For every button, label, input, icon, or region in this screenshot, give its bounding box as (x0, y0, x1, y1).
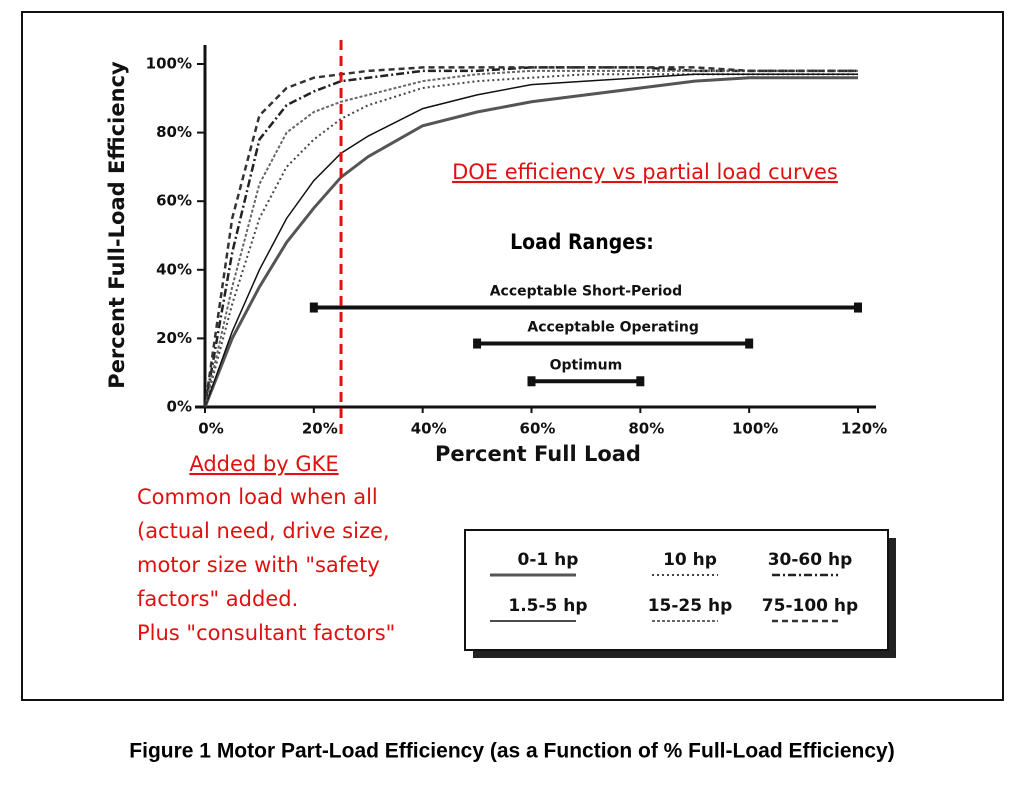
series-line (203, 66, 858, 408)
y-tick-label: 100% (146, 55, 192, 73)
y-tick-label: 80% (156, 123, 192, 141)
load-range-label: Acceptable Operating (527, 320, 699, 336)
marker-note: factors" added. (137, 587, 298, 611)
legend-label: 15-25 hp (648, 596, 733, 616)
legend-label: 0-1 hp (518, 550, 579, 570)
marker-note: (actual need, drive size, (137, 519, 390, 543)
x-tick-label: 120% (841, 420, 887, 438)
legend-label: 30-60 hp (768, 550, 853, 570)
load-range-end (745, 338, 754, 349)
legend-label: 75-100 hp (762, 596, 858, 616)
caption: Figure 1 Motor Part-Load Efficiency (as … (129, 740, 894, 763)
series-line (204, 73, 858, 408)
legend-label: 1.5-5 hp (508, 596, 587, 616)
marker-note: Common load when all (137, 485, 378, 509)
x-tick-label: 20% (302, 420, 338, 438)
load-range-end (473, 338, 482, 349)
frame (21, 11, 1004, 701)
legend-box (464, 529, 889, 651)
x-tick-label: 0% (198, 420, 223, 438)
x-tick-label: 80% (628, 420, 664, 438)
load-range-end (527, 376, 536, 387)
x-tick-label: 40% (411, 420, 447, 438)
y-tick-label: 60% (156, 192, 192, 210)
marker-label: Added by GKE (189, 452, 338, 476)
marker-note: Plus "consultant factors" (137, 621, 395, 645)
load-range-end (309, 302, 318, 313)
load-range-label: Optimum (550, 357, 623, 373)
y-tick-label: 0% (167, 398, 192, 416)
annotation: DOE efficiency vs partial load curves (452, 160, 838, 184)
load-range-end (636, 376, 645, 387)
series-line (204, 73, 858, 408)
series-line (203, 66, 858, 408)
load-ranges-title: Load Ranges: (510, 230, 654, 254)
marker-note: motor size with "safety (137, 553, 380, 577)
y-tick-label: 40% (156, 260, 192, 278)
x-tick-label: 100% (732, 420, 778, 438)
x-tick-label: 60% (520, 420, 556, 438)
y-tick-label: 20% (156, 329, 192, 347)
load-range-end (854, 302, 862, 313)
x-axis-label: Percent Full Load (435, 442, 641, 466)
legend-label: 10 hp (663, 550, 717, 570)
series-line (203, 76, 858, 408)
y-axis-label: Percent Full-Load Efficiency (105, 61, 129, 389)
load-range-label: Acceptable Short-Period (490, 284, 682, 300)
series-line (204, 69, 858, 408)
